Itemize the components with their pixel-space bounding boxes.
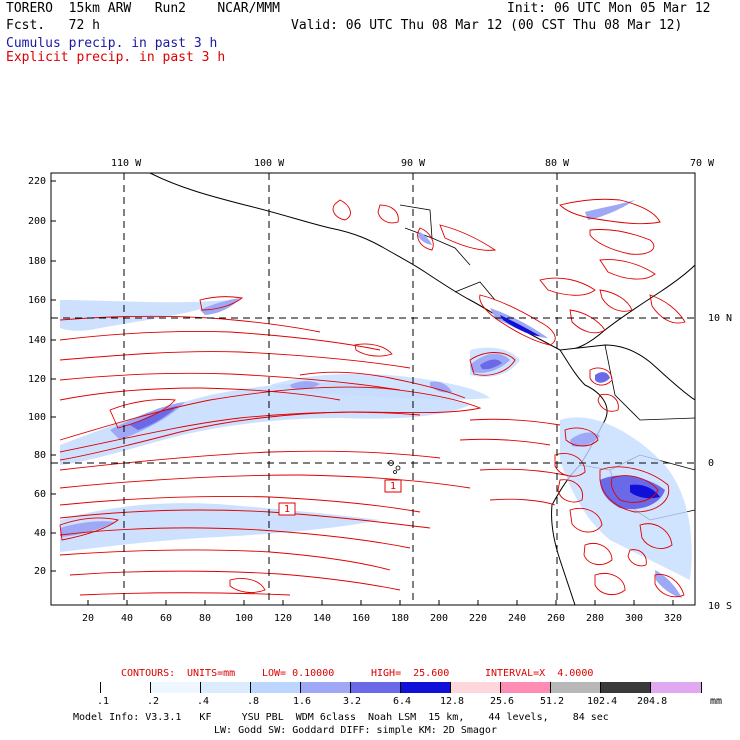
x-tick-label: 40 [121, 613, 134, 624]
contour-info-title: CONTOURS: [121, 668, 176, 679]
contour-box-labels [278, 479, 402, 516]
y-tick-label: 200 [28, 216, 47, 227]
lon-label: 70 W [690, 158, 715, 169]
x-tick-label: 20 [82, 613, 95, 624]
y-tick-label: 60 [34, 489, 47, 500]
colorbar-swatch [401, 682, 451, 693]
model-info-line2: LW: Godd SW: Goddard DIFF: simple KM: 2D… [214, 725, 497, 736]
x-tick-label: 160 [352, 613, 371, 624]
explicit-precip-label: Explicit precip. in past 3 h [6, 50, 226, 65]
y-tick-label: 100 [28, 412, 47, 423]
colorbar-unit: mm [710, 696, 723, 707]
y-tick-label: 160 [28, 295, 47, 306]
colorbar-swatch [451, 682, 501, 693]
x-tick-label: 180 [391, 613, 410, 624]
colorbar-label: 51.2 [540, 696, 565, 707]
contour-info-interval: INTERVAL=X 4.0000 [485, 668, 594, 679]
contour-info-units: UNITS=mm [187, 668, 236, 679]
colorbar-swatch [101, 682, 151, 693]
y-tick-label: 120 [28, 374, 47, 385]
x-tick-label: 220 [469, 613, 488, 624]
lat-label: 0 [708, 458, 715, 469]
x-tick-label: 280 [586, 613, 605, 624]
colorbar-label: .2 [147, 696, 160, 707]
lat-label: 10 N [708, 313, 733, 324]
lon-label: 90 W [401, 158, 426, 169]
x-tick-label: 80 [199, 613, 212, 624]
colorbar-swatch [651, 682, 702, 693]
colorbar-label: .1 [97, 696, 110, 707]
x-tick-label: 140 [313, 613, 332, 624]
colorbar-label: 102.4 [587, 696, 618, 707]
contour-box-label: 1 [284, 504, 291, 515]
x-tick-label: 200 [430, 613, 449, 624]
y-tick-label: 140 [28, 335, 47, 346]
colorbar-label: 12.8 [440, 696, 465, 707]
y-tick-label: 220 [28, 176, 47, 187]
contour-info-low: LOW= 0.10000 [262, 668, 335, 679]
x-tick-label: 60 [160, 613, 173, 624]
colorbar-label: 1.6 [293, 696, 312, 707]
model-title: TORERO 15km ARW Run2 NCAR/MMM [6, 1, 280, 16]
contour-info-high: HIGH= 25.600 [371, 668, 450, 679]
cumulus-precip-label: Cumulus precip. in past 3 h [6, 36, 218, 51]
colorbar-swatch [251, 682, 301, 693]
lon-label: 100 W [254, 158, 285, 169]
galapagos-islands [388, 460, 401, 474]
y-tick-label: 80 [34, 450, 47, 461]
model-info-line1: Model Info: V3.3.1 KF YSU PBL WDM 6class… [73, 712, 609, 723]
colorbar-label: 204.8 [637, 696, 668, 707]
x-tick-label: 300 [625, 613, 644, 624]
contour-box-label: 1 [390, 481, 397, 492]
colorbar-label: 3.2 [343, 696, 362, 707]
y-axis-ticks [51, 180, 56, 572]
colorbar-swatch [151, 682, 201, 693]
forecast-hour: Fcst. 72 h [6, 18, 100, 33]
map-field [51, 173, 695, 605]
y-tick-label: 180 [28, 256, 47, 267]
x-tick-label: 260 [547, 613, 566, 624]
colorbar-swatch [201, 682, 251, 693]
lon-label: 80 W [545, 158, 570, 169]
colorbar-swatch [51, 682, 101, 693]
x-axis-ticks [87, 600, 674, 605]
colorbar-swatch [301, 682, 351, 693]
colorbar-swatch [601, 682, 651, 693]
x-tick-label: 100 [235, 613, 254, 624]
colorbar-swatch [351, 682, 401, 693]
colorbar-label: 6.4 [393, 696, 412, 707]
colorbar-swatch [551, 682, 601, 693]
y-tick-label: 40 [34, 528, 47, 539]
colorbar-label: 25.6 [490, 696, 515, 707]
y-tick-label: 20 [34, 566, 47, 577]
valid-time: Valid: 06 UTC Thu 08 Mar 12 (00 CST Thu … [291, 18, 683, 33]
init-time: Init: 06 UTC Mon 05 Mar 12 [507, 1, 711, 16]
x-tick-label: 320 [664, 613, 683, 624]
x-tick-label: 120 [274, 613, 293, 624]
plot-frame [50, 172, 696, 606]
lat-label: 10 S [708, 601, 733, 612]
colorbar-label: .4 [197, 696, 210, 707]
lat-lon-grid [51, 173, 695, 605]
x-tick-label: 240 [508, 613, 527, 624]
lon-label: 110 W [111, 158, 142, 169]
colorbar-label: .8 [247, 696, 260, 707]
colorbar-swatch [501, 682, 551, 693]
